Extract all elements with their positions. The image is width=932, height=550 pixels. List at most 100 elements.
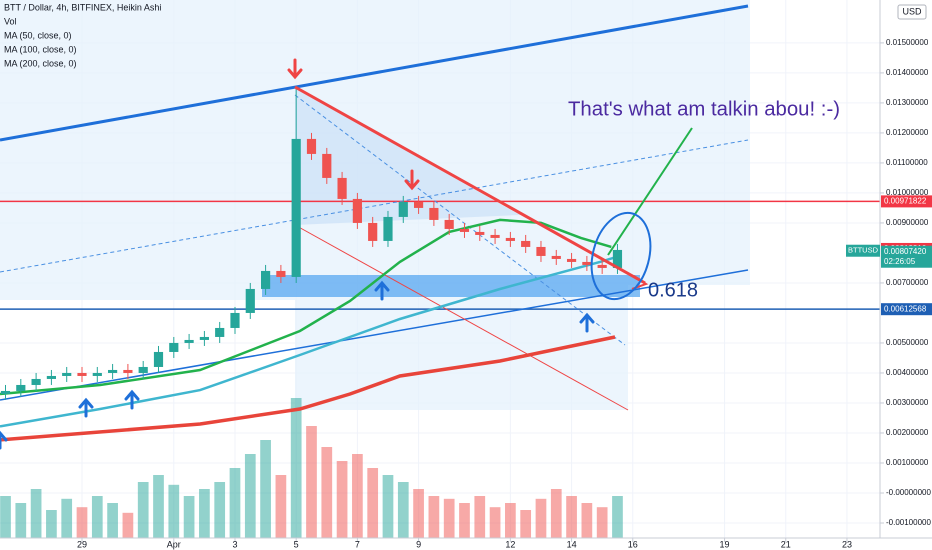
- candle-body: [230, 312, 240, 328]
- volume-bar: [61, 498, 73, 538]
- candle-body: [46, 375, 56, 379]
- y-tick-label: 0.00700000: [886, 278, 929, 287]
- volume-bar: [581, 503, 593, 538]
- up-arrow: [78, 397, 94, 418]
- x-tick-label: 5: [294, 539, 299, 549]
- candle-body: [306, 138, 317, 154]
- x-tick-label: 16: [628, 539, 638, 549]
- volume-bar: [336, 461, 348, 538]
- candle-body: [582, 261, 592, 265]
- last-price-tag: [881, 245, 932, 268]
- candle-body: [521, 240, 531, 247]
- y-tick-label: 0.00500000: [886, 338, 929, 347]
- candle-body: [490, 234, 500, 238]
- legend-entry: MA (200, close, 0): [4, 58, 77, 68]
- volume-bar: [91, 496, 103, 538]
- y-tick-label: 0.00100000: [886, 458, 929, 467]
- y-tick-label: -0.00000000: [886, 488, 931, 497]
- trend-line: [294, 224, 629, 411]
- legend-entry: MA (100, close, 0): [4, 44, 77, 54]
- x-tick-label: 7: [355, 539, 360, 549]
- volume-bar: [459, 503, 470, 538]
- candle-body: [475, 231, 485, 235]
- ma-line: [0, 218, 612, 396]
- candle-body: [0, 390, 11, 394]
- volume-bar: [76, 507, 88, 538]
- candle-body: [551, 255, 561, 259]
- price-tag-label: 0.00971822: [884, 197, 927, 206]
- candle-body: [62, 372, 72, 376]
- volume-bar: [367, 468, 379, 538]
- candle-body: [566, 258, 577, 262]
- candle-body: [16, 384, 26, 391]
- x-tick-label: 29: [77, 539, 87, 549]
- volume-bar: [520, 510, 532, 538]
- x-tick-label: Apr: [167, 539, 181, 549]
- price-lines: [0, 200, 880, 310]
- candle-body: [123, 369, 133, 373]
- candle-body: [398, 201, 408, 217]
- volume-bar: [244, 454, 256, 538]
- down-arrow: [404, 169, 420, 191]
- y-tick-label: 0.01300000: [886, 98, 929, 107]
- candle-body: [612, 249, 623, 268]
- volume-bar: [413, 489, 424, 538]
- x-tick-label: 14: [567, 539, 577, 549]
- candles: [0, 87, 623, 400]
- candle-body: [199, 336, 209, 340]
- candle-body: [322, 153, 332, 178]
- countdown: 02:26:05: [884, 257, 916, 266]
- volume-bar: [474, 496, 486, 538]
- y-tick-label: 0.01000000: [886, 188, 929, 197]
- trend-line: [0, 139, 749, 273]
- currency-badge[interactable]: [897, 4, 927, 20]
- currency[interactable]: USD: [902, 6, 922, 16]
- candle-body: [215, 327, 225, 337]
- volume-bar: [321, 447, 333, 538]
- legend-entry: Vol: [4, 16, 17, 26]
- candle-body: [276, 270, 286, 277]
- candle-body: [383, 216, 393, 241]
- candle-body: [444, 219, 454, 229]
- legend-entry: MA (50, close, 0): [4, 30, 72, 40]
- moving-averages: [0, 218, 621, 442]
- trend-line: [0, 269, 749, 401]
- candle-body: [597, 264, 607, 268]
- x-tick-label: 21: [781, 539, 791, 549]
- candle-body: [92, 372, 102, 376]
- up-arrow: [374, 280, 390, 301]
- y-tick-label: 0.00400000: [886, 368, 929, 377]
- volume-bar: [260, 440, 271, 538]
- up-arrow: [124, 389, 140, 410]
- volume-bar: [137, 482, 149, 538]
- candle-body: [184, 339, 194, 343]
- x-tick-label: 3: [232, 539, 237, 549]
- axes: 0.01500000 0.01400000 0.01300000 0.01200000…: [77, 38, 932, 549]
- volume-bar: [612, 496, 623, 538]
- last-price-label: 0.00807420: [884, 247, 927, 256]
- volume-bar: [566, 496, 577, 538]
- price-tag: [881, 303, 932, 316]
- candle-body: [291, 138, 301, 277]
- candle-body: [368, 222, 378, 241]
- volume-bar: [46, 510, 57, 538]
- volume-bar: [229, 468, 241, 538]
- y-tick-label: 0.00200000: [886, 428, 929, 437]
- candle-body: [536, 246, 546, 256]
- volume-bar: [0, 496, 11, 538]
- candle-body: [108, 369, 118, 373]
- candle-body: [352, 198, 362, 223]
- volume-bar: [122, 512, 134, 538]
- volume-bar: [199, 489, 210, 538]
- candle-body: [459, 228, 470, 232]
- candle-body: [245, 288, 255, 313]
- volume-bar: [290, 398, 302, 538]
- x-tick-label: 12: [505, 539, 515, 549]
- volume-bar: [183, 496, 195, 538]
- ma-line: [0, 254, 621, 428]
- y-tick-label: 0.01200000: [886, 128, 929, 137]
- volume-bar: [30, 489, 42, 538]
- annotation: 0.618: [648, 279, 698, 301]
- volume-bar: [382, 475, 394, 538]
